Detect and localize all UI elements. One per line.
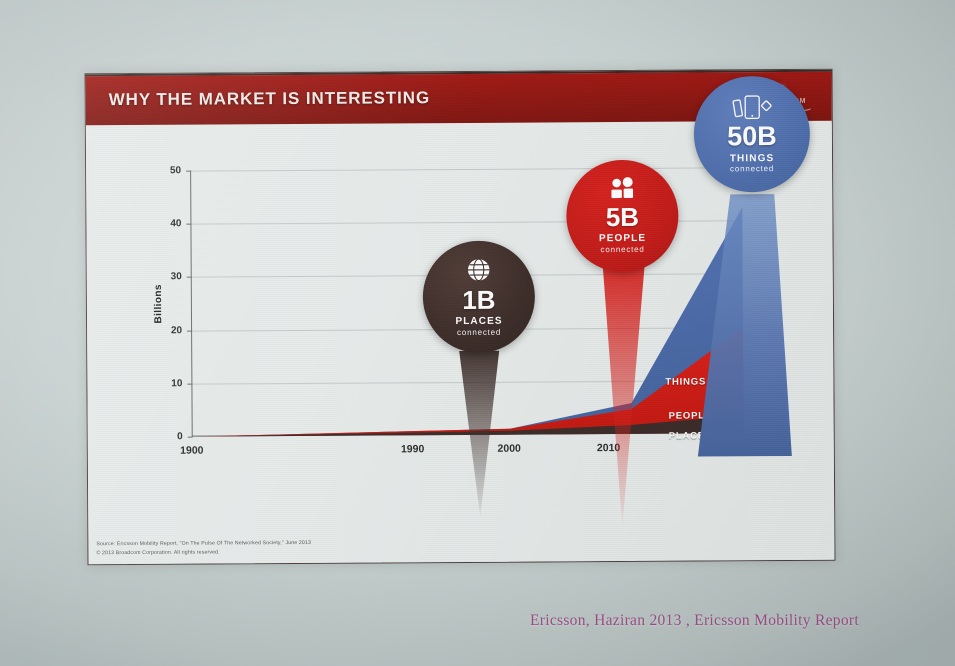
y-tick-label: 0	[177, 431, 183, 443]
callout-subtitle-things: connected	[730, 164, 775, 174]
y-tick-label: 10	[171, 377, 183, 390]
callout-subtitle-people: connected	[600, 244, 645, 255]
stacked-area-chart	[191, 207, 744, 437]
devices-icon	[732, 95, 772, 120]
y-tick-label: 50	[169, 165, 182, 177]
callout-category-places: PLACES	[455, 316, 503, 328]
y-tick-label: 40	[170, 218, 182, 230]
callout-tail-places	[459, 350, 500, 517]
callout-things[interactable]: 50B THINGS connected	[642, 75, 836, 506]
bubble-things[interactable]: 50B THINGS connected	[693, 75, 811, 193]
callout-value-places: 1B	[462, 285, 496, 316]
x-tick-label: 1900	[180, 444, 204, 457]
callout-subtitle-places: connected	[457, 327, 502, 337]
y-tick-label: 30	[170, 271, 182, 283]
footnote-copyright: © 2013 Broadcom Corporation. All rights …	[96, 549, 220, 557]
y-axis-title: Billions	[152, 284, 165, 324]
callout-value-people: 5B	[605, 202, 640, 233]
callout-people[interactable]: 5B PEOPLE connected	[518, 159, 730, 540]
y-tick-label: 20	[170, 324, 183, 336]
callout-tail-things	[697, 194, 792, 457]
callout-places[interactable]: 1B PLACES connected	[377, 240, 589, 541]
callout-category-things: THINGS	[729, 153, 775, 165]
bubble-people[interactable]: 5B PEOPLE connected	[566, 159, 679, 273]
y-tick	[187, 436, 193, 438]
callout-value-things: 50B	[727, 121, 777, 152]
people-icon	[611, 177, 634, 199]
slide-caption: Ericsson, Haziran 2013 , Ericsson Mobili…	[530, 612, 859, 629]
callout-tail-people	[602, 264, 645, 527]
callout-category-people: PEOPLE	[598, 233, 647, 245]
globe-icon	[467, 259, 490, 282]
slide-title: WHY THE MARKET IS INTERESTING	[108, 88, 431, 110]
presentation-slide: WHY THE MARKET IS INTERESTING BROADCOM B…	[84, 68, 836, 566]
footnote: Source: Ericsson Mobility Report, "On Th…	[96, 539, 311, 560]
bubble-places[interactable]: 1B PLACES connected	[422, 240, 536, 354]
